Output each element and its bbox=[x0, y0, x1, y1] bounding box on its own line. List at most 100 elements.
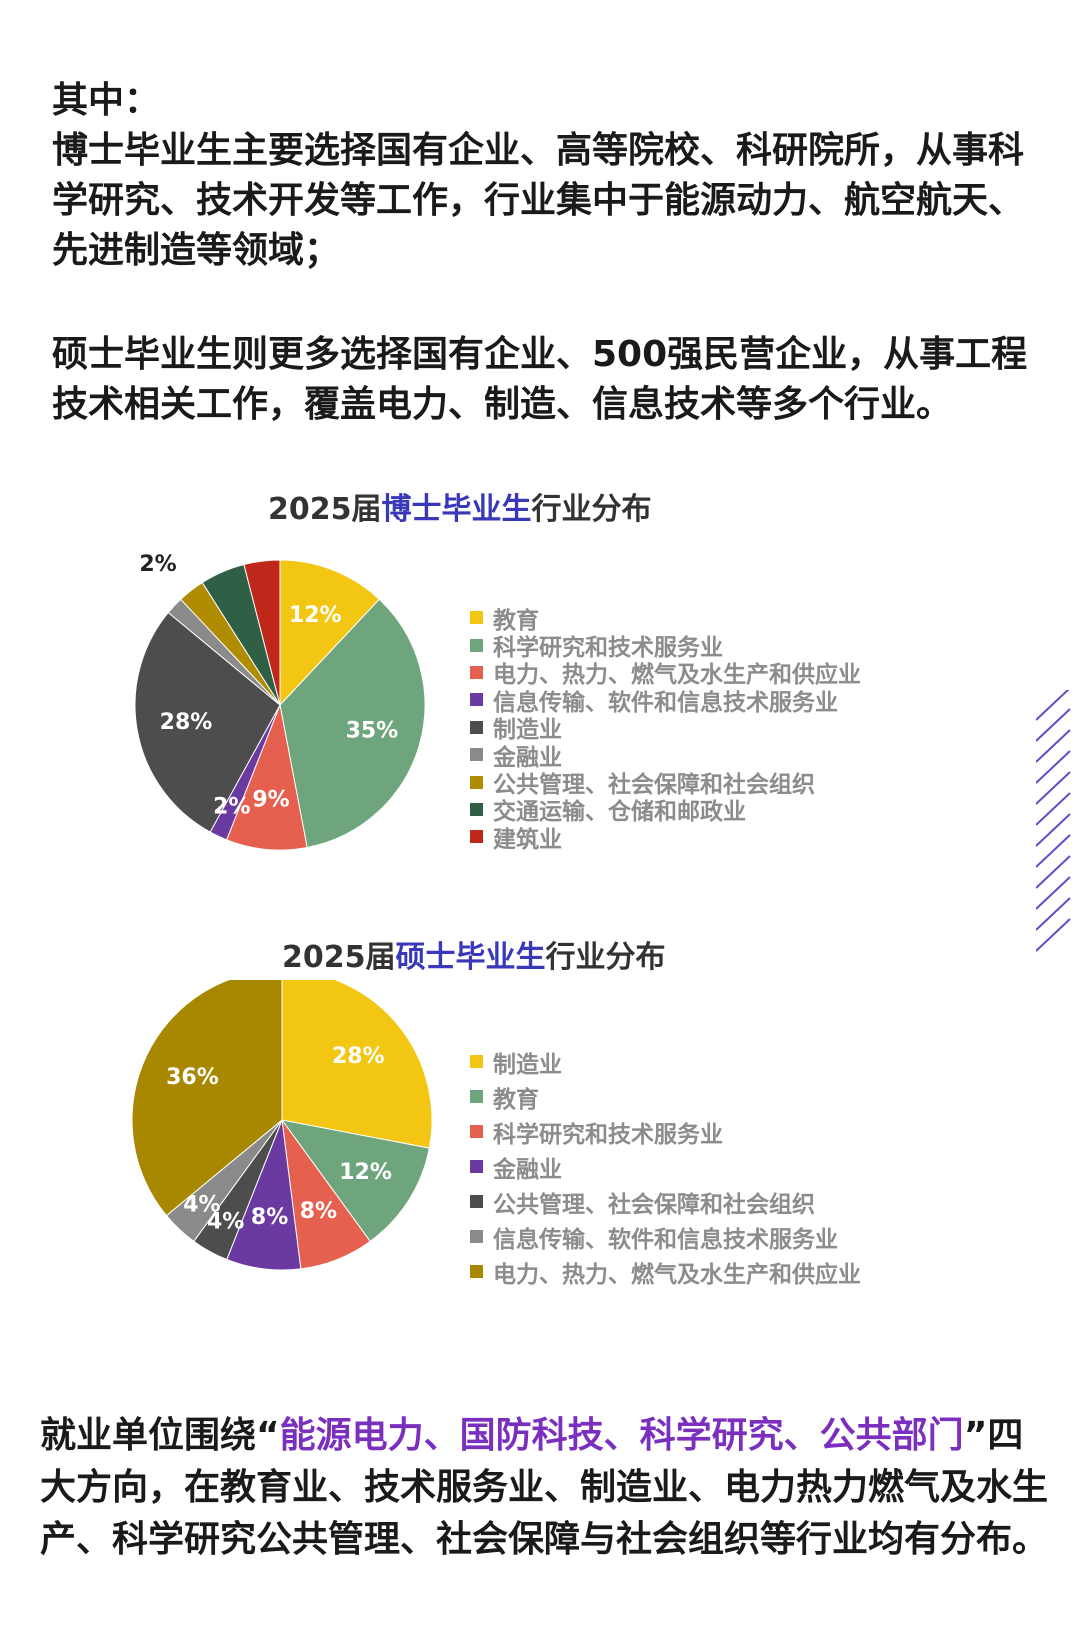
master-legend-label: 信息传输、软件和信息技术服务业 bbox=[493, 1226, 838, 1253]
master-legend-label: 科学研究和技术服务业 bbox=[493, 1121, 723, 1148]
master-legend-swatch bbox=[470, 1125, 483, 1138]
phd-legend-swatch bbox=[470, 611, 483, 625]
phd-slice-label: 35% bbox=[346, 719, 399, 744]
decoration-line bbox=[1036, 813, 1071, 847]
master-slice-label: 12% bbox=[339, 1160, 392, 1185]
decoration-line bbox=[1036, 834, 1071, 868]
phd-legend-swatch bbox=[470, 720, 483, 734]
decoration-line bbox=[1036, 918, 1071, 952]
phd-legend-swatch bbox=[470, 830, 483, 844]
master-legend-swatch bbox=[470, 1195, 483, 1208]
decoration-line bbox=[1036, 897, 1071, 931]
phd-legend-label: 金融业 bbox=[493, 744, 562, 771]
decoration-line bbox=[1036, 750, 1071, 784]
phd-pie-slice bbox=[243, 559, 281, 706]
phd-legend: 教育 科学研究和技术服务业 电力、热力、燃气及水生产和供应业 信息传输、软件和信息技术… bbox=[470, 604, 861, 853]
phd-legend-item: 电力、热力、燃气及水生产和供应业 bbox=[470, 659, 861, 688]
phd-legend-label: 交通运输、仓储和邮政业 bbox=[493, 799, 746, 826]
master-pie-slice bbox=[131, 980, 283, 1217]
phd-slice-label: 5% bbox=[209, 520, 246, 522]
master-legend-item: 制造业 bbox=[470, 1044, 861, 1079]
phd-legend-item: 金融业 bbox=[470, 741, 861, 771]
phd-legend-item: 交通运输、仓储和邮政业 bbox=[470, 796, 861, 825]
phd-legend-item: 建筑业 bbox=[470, 823, 861, 853]
phd-legend-swatch bbox=[470, 802, 483, 816]
master-slice-label: 28% bbox=[332, 1044, 385, 1069]
master-legend-label: 公共管理、社会保障和社会组织 bbox=[493, 1191, 815, 1218]
master-legend-swatch bbox=[470, 1230, 483, 1243]
decoration-line bbox=[1036, 690, 1070, 721]
master-chart-title: 2025届硕士毕业生行业分布 bbox=[282, 932, 666, 976]
phd-legend-label: 建筑业 bbox=[493, 826, 562, 853]
summary-before: 就业单位围绕“ bbox=[40, 1415, 280, 1456]
phd-slice-label: 28% bbox=[160, 710, 213, 735]
phd-pie-slice bbox=[279, 598, 426, 849]
master-legend-swatch bbox=[470, 1265, 483, 1278]
phd-legend-swatch bbox=[470, 748, 483, 762]
master-title-suffix: 行业分布 bbox=[545, 940, 666, 975]
master-legend-item: 教育 bbox=[470, 1079, 861, 1114]
phd-legend-swatch bbox=[470, 638, 483, 652]
phd-legend-item: 科学研究和技术服务业 bbox=[470, 631, 861, 661]
phd-legend-label: 科学研究和技术服务业 bbox=[493, 635, 723, 662]
phd-title-highlight: 博士毕业生 bbox=[381, 492, 532, 527]
phd-pie-slice bbox=[279, 559, 380, 707]
phd-paragraph: 博士毕业生主要选择国有企业、高等院校、科研院所，从事科学研究、技术开发等工作，行… bbox=[52, 130, 1025, 271]
master-legend-label: 电力、热力、燃气及水生产和供应业 bbox=[493, 1261, 861, 1288]
master-pie-slice bbox=[280, 1119, 430, 1243]
phd-title-suffix: 行业分布 bbox=[531, 492, 652, 527]
summary-after: ”四大方向，在教育业、技术服务业、制造业、电力热力燃气及水生产、科学研究公共管理… bbox=[40, 1415, 1049, 1560]
master-legend-label: 教育 bbox=[493, 1086, 539, 1113]
phd-pie-chart: 12%35%9%2%28%2%3%5%4% bbox=[134, 520, 426, 851]
phd-legend-item: 信息传输、软件和信息技术服务业 bbox=[470, 686, 861, 716]
decoration-line bbox=[1036, 708, 1071, 742]
phd-legend-label: 信息传输、软件和信息技术服务业 bbox=[493, 689, 838, 716]
master-legend-swatch bbox=[470, 1160, 483, 1173]
phd-legend-label: 电力、热力、燃气及水生产和供应业 bbox=[493, 662, 861, 689]
master-legend-item: 金融业 bbox=[470, 1149, 861, 1184]
master-legend-item: 信息传输、软件和信息技术服务业 bbox=[470, 1219, 861, 1254]
phd-slice-label: 9% bbox=[252, 787, 289, 812]
decoration-line bbox=[1036, 876, 1071, 910]
phd-slice-label: 2% bbox=[139, 552, 176, 577]
phd-legend-label: 公共管理、社会保障和社会组织 bbox=[493, 772, 815, 799]
decoration-line bbox=[1036, 855, 1071, 889]
master-legend-item: 电力、热力、燃气及水生产和供应业 bbox=[470, 1254, 861, 1289]
phd-legend-label: 制造业 bbox=[493, 717, 562, 744]
diagonal-lines-decoration bbox=[1036, 690, 1071, 952]
phd-pie-slice bbox=[134, 611, 281, 833]
master-pie-slice bbox=[281, 980, 433, 1149]
master-legend-item: 科学研究和技术服务业 bbox=[470, 1114, 861, 1149]
master-paragraph: 硕士毕业生则更多选择国有企业、500强民营企业，从事工程技术相关工作，覆盖电力、… bbox=[52, 334, 1028, 425]
phd-legend-item: 教育 bbox=[470, 604, 861, 634]
master-legend-swatch bbox=[470, 1090, 483, 1103]
master-legend-swatch bbox=[470, 1055, 483, 1068]
master-slice-label: 4% bbox=[207, 1210, 244, 1235]
phd-legend-label: 教育 bbox=[493, 607, 539, 634]
phd-legend-swatch bbox=[470, 665, 483, 679]
phd-slice-label: 2% bbox=[213, 794, 250, 819]
phd-legend-item: 制造业 bbox=[470, 714, 861, 743]
phd-chart-title: 2025届博士毕业生行业分布 bbox=[268, 484, 652, 528]
decoration-line bbox=[1036, 729, 1071, 763]
decoration-line bbox=[1036, 771, 1071, 805]
master-pie-chart: 28%12%8%8%4%4%36% bbox=[131, 980, 433, 1271]
master-slice-label: 36% bbox=[166, 1065, 219, 1090]
summary-highlight: 能源电力、国防科技、科学研究、公共部门 bbox=[279, 1415, 964, 1456]
master-title-prefix: 2025届 bbox=[282, 940, 396, 975]
master-slice-label: 4% bbox=[183, 1192, 220, 1217]
master-slice-label: 8% bbox=[251, 1205, 288, 1230]
phd-legend-item: 公共管理、社会保障和社会组织 bbox=[470, 768, 861, 798]
phd-slice-label: 12% bbox=[289, 603, 342, 628]
phd-legend-swatch bbox=[470, 693, 483, 707]
master-legend-label: 制造业 bbox=[493, 1051, 562, 1078]
master-legend: 制造业教育科学研究和技术服务业 金融业公共管理、社会保障和社会组织 信息传输、软件和… bbox=[470, 1044, 861, 1289]
phd-title-prefix: 2025届 bbox=[268, 492, 382, 527]
phd-legend-swatch bbox=[470, 775, 483, 789]
master-legend-label: 金融业 bbox=[493, 1156, 562, 1183]
master-title-highlight: 硕士毕业生 bbox=[395, 940, 546, 975]
intro-text: 其中： bbox=[52, 80, 161, 121]
master-legend-item: 公共管理、社会保障和社会组织 bbox=[470, 1184, 861, 1219]
phd-pie-slice bbox=[225, 703, 308, 851]
master-slice-label: 8% bbox=[300, 1199, 337, 1224]
